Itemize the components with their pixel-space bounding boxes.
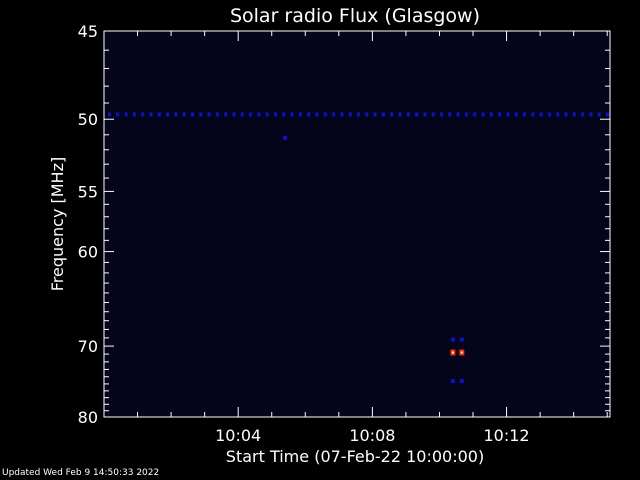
spectrogram-row-cell [606, 112, 609, 117]
spectrogram-row-cell [506, 112, 510, 117]
spectrogram-row-cell [257, 112, 261, 117]
spectrogram-row-cell [240, 112, 244, 117]
y-tick-label: 60 [78, 243, 98, 262]
spectrogram-row-cell [124, 112, 128, 117]
x-tick-label: 10:08 [349, 426, 395, 445]
spectrogram-hot-core [460, 351, 463, 354]
spectrogram-row-cell [323, 112, 327, 117]
chart-title: Solar radio Flux (Glasgow) [230, 5, 480, 27]
spectrogram-row-cell [481, 112, 485, 117]
spectrogram-row-cell [265, 112, 269, 117]
spectrogram-row-cell [108, 112, 111, 117]
spectrogram-row-cell [381, 112, 385, 117]
updated-timestamp: Updated Wed Feb 9 14:50:33 2022 [2, 468, 160, 478]
spectrogram-row-cell [464, 112, 468, 117]
spectrogram-point [450, 379, 455, 384]
spectrogram-row-cell [448, 112, 452, 117]
y-tick-label: 45 [78, 22, 98, 41]
spectrogram-row-cell [390, 112, 394, 117]
spectrogram-row-cell [489, 112, 493, 117]
spectrogram-row-cell [357, 112, 360, 117]
spectrogram-row-cell [539, 112, 543, 117]
spectrogram-row-cell [182, 112, 186, 117]
spectrogram-hot-core [451, 351, 454, 354]
spectrogram-row-cell [157, 112, 161, 117]
spectrogram-row-cell [547, 112, 551, 117]
spectrogram-features [108, 112, 609, 384]
spectrogram-point [450, 337, 455, 342]
y-tick-label: 55 [78, 182, 98, 201]
spectrogram-row-cell [365, 112, 369, 117]
spectrogram-row-cell [132, 112, 136, 117]
x-tick-label: 10:04 [215, 426, 261, 445]
spectrogram-row-cell [456, 112, 460, 117]
y-axis-label: Frequency [MHz] [48, 157, 67, 291]
spectrogram-row-cell [249, 112, 253, 117]
spectrogram-point [459, 379, 464, 384]
spectrogram-row-cell [340, 112, 344, 117]
spectrogram-row-cell [282, 112, 286, 117]
spectrogram-row-cell [597, 112, 601, 117]
spectrogram-row-cell [224, 112, 228, 117]
spectrogram-row-cell [332, 112, 336, 117]
spectrogram-row-cell [149, 112, 153, 117]
spectrogram-row-cell [431, 112, 435, 117]
spectrogram-row-cell [440, 112, 443, 117]
x-axis-label: Start Time (07-Feb-22 10:00:00) [226, 447, 484, 466]
spectrogram-row-cell [373, 112, 377, 117]
spectrogram-row-cell [199, 112, 203, 117]
spectrogram-row-cell [423, 112, 427, 117]
spectrogram-row-cell [274, 112, 277, 117]
spectrogram-row-cell [556, 112, 560, 117]
spectrogram-point [459, 337, 464, 342]
spectrogram-row-cell [141, 112, 145, 117]
spectrogram-row-cell [174, 112, 178, 117]
spectrogram-row-cell [398, 112, 402, 117]
spectrogram-row-cell [166, 112, 170, 117]
spectrogram-row-cell [215, 112, 219, 117]
spectrogram-point [283, 135, 288, 140]
x-tick-label: 10:12 [484, 426, 530, 445]
spectrogram-row-cell [589, 112, 593, 117]
spectrogram-row-cell [415, 112, 419, 117]
plot-frame [103, 30, 611, 418]
spectrogram-row-cell [207, 112, 211, 117]
spectrogram-row-cell [298, 112, 302, 117]
spectrogram-row-cell [514, 112, 518, 117]
y-tick-label: 50 [78, 110, 98, 129]
spectrogram-row-cell [116, 112, 120, 117]
y-tick-label: 70 [78, 337, 98, 356]
spectrogram-row-cell [307, 112, 311, 117]
spectrogram-row-cell [572, 112, 576, 117]
spectrogram-row-cell [191, 112, 194, 117]
spectrogram-row-cell [581, 112, 585, 117]
spectrogram-row-cell [564, 112, 568, 117]
spectrogram-row-cell [290, 112, 294, 117]
y-tick-label: 80 [78, 408, 98, 427]
spectrogram-row-cell [531, 112, 535, 117]
axis-ticks: 45 50 55 60 70 80 10:04 10:08 10:12 [78, 22, 610, 445]
spectrogram-row-cell [473, 112, 477, 117]
spectrogram-row-cell [498, 112, 502, 117]
spectrogram-row-cell [315, 112, 319, 117]
spectrogram-row-cell [232, 112, 236, 117]
plot-area [104, 31, 610, 417]
spectrogram-row-cell [523, 112, 526, 117]
spectrogram-row-cell [348, 112, 352, 117]
spectrogram-row-cell [406, 112, 410, 117]
